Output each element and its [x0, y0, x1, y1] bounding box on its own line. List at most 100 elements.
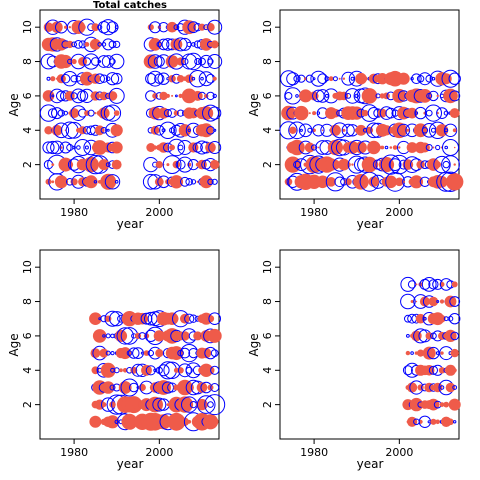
y-tick-label: 10 — [261, 20, 274, 34]
residual-bubble-negative — [406, 128, 410, 132]
residual-bubble-negative — [178, 93, 183, 98]
residual-bubble-negative — [447, 418, 454, 426]
residual-bubble-negative — [181, 88, 197, 104]
y-tick-label: 4 — [21, 367, 34, 374]
residual-bubble-negative — [210, 417, 219, 426]
residual-bubble-negative — [415, 300, 418, 303]
y-tick-label: 4 — [261, 127, 274, 134]
residual-bubble-positive — [200, 76, 204, 81]
y-tick-label: 8 — [21, 298, 34, 305]
residual-bubble-negative — [119, 347, 132, 360]
residual-bubble-positive — [74, 40, 83, 49]
residual-bubble-positive — [147, 70, 164, 87]
residual-bubble-positive — [430, 127, 436, 133]
y-tick-label: 10 — [261, 260, 274, 274]
residual-bubble-negative — [143, 54, 158, 69]
y-axis: 2 4 6 8 10 — [21, 260, 40, 408]
residual-bubble-negative — [329, 124, 341, 136]
residual-bubble-negative — [452, 368, 457, 373]
residual-bubble-positive — [312, 124, 325, 137]
residual-bubble-negative — [446, 173, 464, 191]
residual-bubble-positive — [418, 72, 432, 86]
residual-bubble-negative — [199, 38, 213, 51]
residual-bubble-negative — [146, 143, 156, 152]
x-axis: 1980 2000 — [300, 199, 413, 219]
residual-bubble-positive — [312, 77, 316, 81]
residual-bubble-negative — [317, 146, 320, 149]
residual-bubble-negative — [449, 108, 460, 119]
residual-bubble-positive — [178, 37, 192, 51]
residual-bubble-negative — [212, 76, 217, 81]
residual-bubble-positive — [191, 42, 196, 47]
y-axis-label: Age — [7, 333, 21, 356]
residual-bubble-negative — [346, 141, 359, 154]
residual-bubble-negative — [444, 295, 457, 308]
residual-bubble-negative — [367, 140, 381, 155]
residual-bubble-positive — [71, 88, 86, 104]
residual-bubble-positive — [307, 127, 313, 133]
residual-bubble-positive — [104, 310, 121, 327]
residual-bubble-negative — [413, 123, 428, 138]
residual-bubble-positive — [288, 121, 306, 140]
plot-frame — [279, 249, 460, 440]
residual-bubble-positive — [431, 76, 436, 81]
residual-bubble-negative — [171, 94, 174, 97]
residual-bubble-positive — [210, 349, 219, 358]
residual-bubble-positive — [425, 109, 433, 117]
residual-bubble-negative — [42, 90, 55, 102]
residual-bubble-negative — [153, 330, 165, 342]
residual-bubble-positive — [178, 363, 192, 378]
residual-bubble-positive — [202, 104, 219, 122]
residual-bubble-negative — [148, 38, 162, 51]
residual-bubble-positive — [435, 144, 441, 151]
residual-bubble-positive — [341, 71, 356, 86]
x-axis-label: year — [357, 217, 384, 231]
residual-bubble-positive — [208, 141, 222, 154]
residual-bubble-negative — [100, 173, 117, 190]
residual-bubble-negative — [182, 20, 197, 35]
residual-bubble-positive — [145, 73, 157, 85]
residual-bubble-negative — [60, 146, 63, 149]
x-tick-label: 2000 — [385, 446, 413, 459]
y-tick-label: 6 — [21, 332, 34, 339]
residual-bubble-negative — [55, 38, 68, 51]
residual-bubble-negative — [176, 396, 194, 413]
residual-bubble-positive — [397, 123, 411, 137]
residual-bubble-positive — [128, 347, 140, 359]
x-tick-label: 1980 — [60, 206, 88, 219]
residual-bubble-positive — [402, 365, 413, 376]
residual-bubble-positive — [428, 279, 439, 290]
residual-bubble-positive — [46, 140, 60, 155]
residual-bubble-negative — [99, 348, 109, 358]
residual-bubble-positive — [114, 180, 119, 184]
residual-bubble-negative — [395, 177, 404, 187]
residual-bubble-positive — [190, 179, 197, 185]
residual-bubble-negative — [407, 416, 418, 427]
residual-bubble-positive — [310, 70, 327, 87]
residual-bubble-negative — [89, 312, 102, 326]
residual-bubble-negative — [164, 328, 180, 344]
residual-bubble-negative — [165, 179, 171, 185]
residual-bubble-negative — [406, 107, 418, 119]
residual-bubble-negative — [71, 58, 77, 65]
residual-bubble-positive — [208, 106, 222, 120]
residual-bubble-positive — [113, 40, 121, 49]
residual-bubble-positive — [94, 73, 105, 84]
residual-bubble-positive — [97, 24, 103, 30]
residual-bubble-negative — [119, 368, 123, 373]
residual-bubble-positive — [177, 144, 184, 151]
plot-frame — [39, 249, 220, 440]
residual-bubble-positive — [416, 75, 425, 83]
residual-bubble-positive — [449, 90, 461, 102]
residual-bubble-negative — [90, 73, 101, 84]
x-tick-label: 1980 — [60, 446, 88, 459]
residual-bubble-negative — [363, 180, 367, 184]
residual-bubble-negative — [440, 351, 444, 355]
y-tick-label: 4 — [21, 127, 34, 134]
residual-bubble-negative — [339, 91, 349, 101]
residual-bubble-positive — [210, 383, 220, 392]
residual-bubble-positive — [204, 346, 217, 360]
residual-bubble-negative — [84, 175, 98, 189]
residual-bubble-positive — [388, 158, 402, 172]
